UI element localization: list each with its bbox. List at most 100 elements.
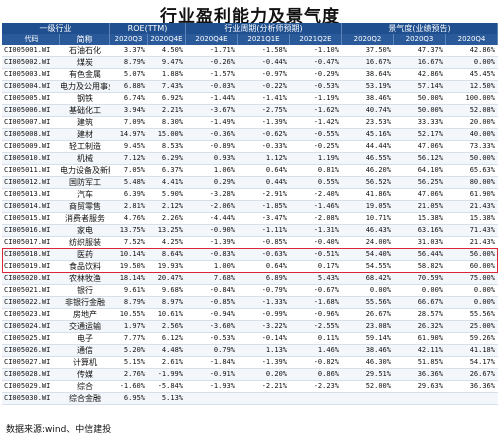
cell-boom-q2: 56.52% [365,178,391,186]
cell-cycle-q1e: -1.39% [261,358,287,366]
cell-boom-q2: 53.19% [365,82,391,90]
cell-code: CI005010.WI [4,154,51,162]
cell-cycle-q2e: -0.29% [313,70,339,78]
cell-roe-q4e: 8.64% [161,250,183,258]
cell-cycle-q4e: -1.39% [209,238,235,246]
group-boom: 景气度(业绩预告) [342,23,498,34]
table-row: CI005011.WI 电力设备及新能源 7.05% 6.37% 1.06% 0.64% 0… [2,165,498,177]
cell-cycle-q4e: -0.83% [209,250,235,258]
cell-cycle-q4e: 7.68% [213,274,235,282]
cell-name: 农林牧渔 [69,274,101,283]
cell-code: CI005024.WI [4,322,51,330]
cell-cycle-q4e: -1.93% [209,382,235,390]
cell-roe-q3: 6.74% [123,94,145,102]
industry-table: 一级行业 ROE(TTM) 行业周期(分析师预期) 景气度(业绩预告) 代码 简… [2,23,498,405]
cell-roe-q3: 7.77% [123,334,145,342]
cell-roe-q3: 14.97% [119,130,145,138]
cell-boom-q4: 55.56% [469,310,495,318]
cell-code: CI005019.WI [4,262,51,270]
col-roe-q4e: 2020Q4E [148,34,186,45]
cell-cycle-q1e: -1.41% [261,94,287,102]
cell-boom-q4: 50.00% [469,154,495,162]
cell-boom-q2: 52.00% [365,382,391,390]
cell-boom-q3: 47.37% [417,46,443,54]
cell-code: CI005015.WI [4,214,51,222]
cell-boom-q4: 45.45% [469,70,495,78]
cell-code: CI005008.WI [4,130,51,138]
cell-code: CI005011.WI [4,166,51,174]
table-row: CI005025.WI 电子 7.77% 6.12% -0.53% -0.14% 0.11%… [2,333,498,345]
table-row: CI005016.WI 家电 13.75% 13.25% -0.90% -1.11% -1.… [2,225,498,237]
cell-name: 交通运输 [69,322,101,331]
cell-cycle-q2e: -0.67% [313,286,339,294]
cell-code: CI005026.WI [4,346,51,354]
cell-cycle-q2e: 5.43% [317,274,339,282]
cell-boom-q4: 36.36% [469,382,495,390]
cell-cycle-q2e: -1.10% [313,46,339,54]
cell-cycle-q2e: -0.53% [313,82,339,90]
cell-roe-q3: 8.79% [123,58,145,66]
cell-roe-q3: 19.50% [119,262,145,270]
table-row: CI005030.WI 综合金融 6.95% 5.13% [2,393,498,405]
cell-roe-q3: 5.20% [123,346,145,354]
cell-roe-q4e: 5.13% [161,394,183,402]
group-industry: 一级行业 [2,23,110,34]
cell-cycle-q2e: -1.19% [313,94,339,102]
cell-roe-q4e: 10.61% [157,310,183,318]
cell-cycle-q2e: -1.42% [313,118,339,126]
cell-code: CI005029.WI [4,382,51,390]
cell-roe-q4e: 5.90% [161,190,183,198]
cell-roe-q4e: 9.47% [161,58,183,66]
cell-boom-q2: 38.64% [365,70,391,78]
table-row: CI005019.WI 食品饮料 19.50% 19.93% 1.00% 0.64% 0.1… [2,261,498,273]
cell-cycle-q1e: -1.85% [261,202,287,210]
table-row: CI005006.WI 基础化工 3.94% 2.21% -3.67% -2.75% -1.… [2,105,498,117]
cell-cycle-q4e: -0.36% [209,130,235,138]
cell-roe-q3: 9.45% [123,142,145,150]
cell-roe-q3: 10.55% [119,310,145,318]
cell-roe-q4e: 2.21% [161,106,183,114]
cell-boom-q2: 46.20% [365,166,391,174]
table-row: CI005015.WI 消费者服务 4.76% 2.26% -4.44% -3.47% -2… [2,213,498,225]
cell-roe-q4e: 2.61% [161,358,183,366]
cell-code: CI005023.WI [4,310,51,318]
cell-cycle-q1e: 1.13% [265,346,287,354]
cell-roe-q4e: -1.99% [157,370,183,378]
table-row: CI005008.WI 建材 14.97% 15.00% -0.36% -0.62% -0.… [2,129,498,141]
cell-name: 轻工制造 [69,142,101,151]
cell-boom-q4: 21.43% [469,238,495,246]
cell-roe-q3: 18.14% [119,274,145,282]
cell-roe-q4e: 4.25% [161,238,183,246]
cell-name: 石油石化 [69,46,101,55]
cell-boom-q3 [394,393,446,404]
cell-boom-q2: 24.00% [365,238,391,246]
cell-name: 商贸零售 [69,202,101,211]
cell-cycle-q4e: -0.53% [209,334,235,342]
cell-roe-q4e: 4.48% [161,346,183,354]
cell-boom-q4: 61.90% [469,190,495,198]
cell-cycle-q4e: -1.71% [209,46,235,54]
cell-boom-q2: 46.55% [365,154,391,162]
table-row: CI005018.WI 医药 10.14% 8.64% -0.83% -0.63% -0.5… [2,249,498,261]
table-row: CI005028.WI 传媒 2.76% -1.99% -0.91% 0.20% 0.86%… [2,369,498,381]
cell-roe-q4e: 1.88% [161,70,183,78]
cell-cycle-q2e: 0.17% [317,262,339,270]
cell-cycle-q1e: 6.89% [265,274,287,282]
cell-code: CI005027.WI [4,358,51,366]
cell-boom-q4: 65.63% [469,166,495,174]
cell-boom-q2: 44.44% [365,142,391,150]
cell-name: 传媒 [77,370,93,379]
table-row: CI005012.WI 国防军工 5.48% 4.41% 0.29% 0.44% 0.55%… [2,177,498,189]
cell-cycle-q2e: -0.25% [313,142,339,150]
cell-roe-q4e: 8.97% [161,298,183,306]
cell-boom-q4: 0.00% [473,58,495,66]
table-row: CI005020.WI 农林牧渔 18.14% 20.47% 7.68% 6.89% 5.4… [2,273,498,285]
cell-boom-q2: 55.56% [365,298,391,306]
cell-boom-q3: 63.16% [417,226,443,234]
cell-code: CI005028.WI [4,370,51,378]
table-row: CI005003.WI 有色金属 5.07% 1.88% -1.57% -0.97% -0.… [2,69,498,81]
cell-cycle-q2e: -1.68% [313,298,339,306]
cell-boom-q3: 50.00% [417,106,443,114]
col-cycle-q4e: 2020Q4E [186,34,238,45]
cell-name: 电子 [77,334,93,343]
